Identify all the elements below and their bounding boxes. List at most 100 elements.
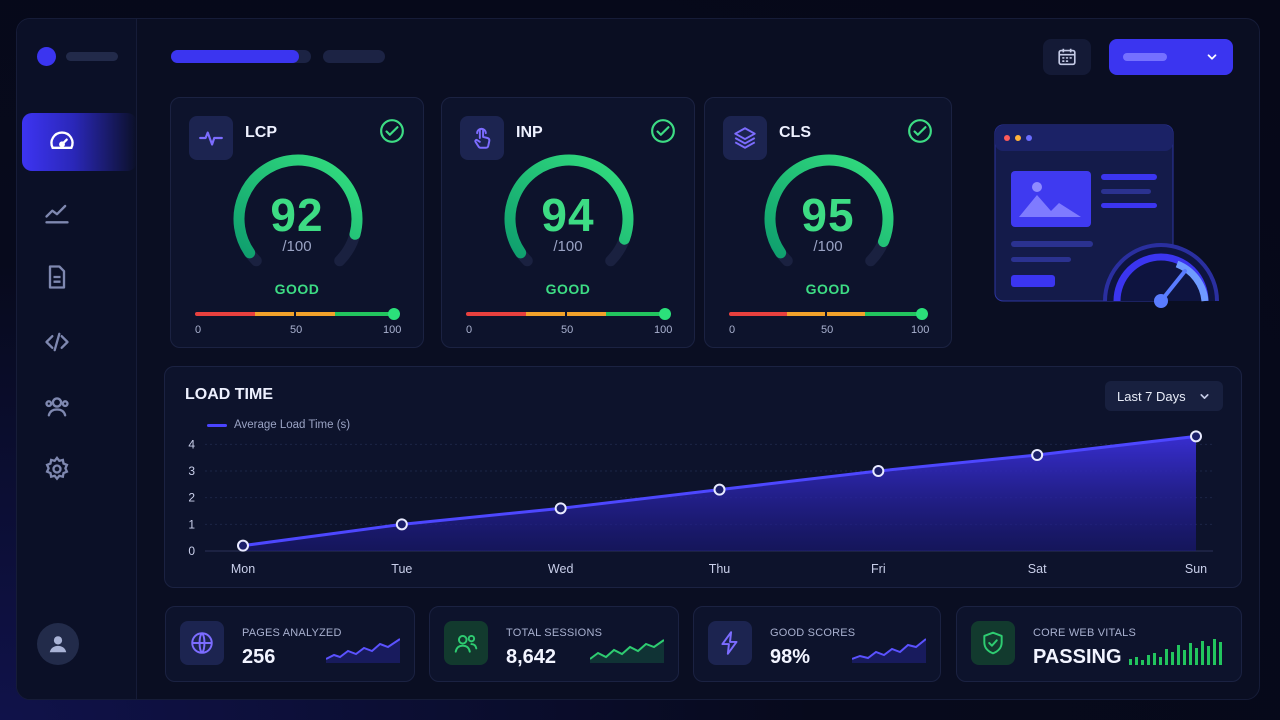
scale-tick: 0 — [195, 324, 202, 336]
sparkline — [590, 639, 664, 663]
sidebar — [17, 19, 137, 699]
vital-card-inp: INP 94 /100 GOOD 0 50 100 — [441, 97, 695, 348]
gauge-icon — [50, 131, 74, 149]
globe-icon — [191, 632, 213, 654]
data-point[interactable] — [1031, 449, 1044, 461]
date-range-dropdown[interactable]: Last 7 Days — [1105, 381, 1223, 411]
stat-value: 98% — [770, 646, 811, 668]
vital-name: CLS — [779, 124, 811, 141]
calendar-button[interactable] — [1043, 39, 1091, 75]
stat-value: 8,642 — [506, 646, 557, 668]
sidebar-item-settings[interactable] — [17, 440, 137, 498]
x-tick-label: Wed — [548, 562, 574, 576]
stat-value: 256 — [242, 646, 276, 668]
stat-label: GOOD SCORES — [770, 627, 856, 639]
users-icon — [45, 397, 69, 417]
legend-label: Average Load Time (s) — [234, 419, 351, 431]
data-point[interactable] — [237, 539, 249, 552]
vital-card-cls: CLS 95 /100 GOOD 0 50 100 — [704, 97, 952, 348]
stat-icon-box — [971, 621, 1015, 665]
check-circle-icon — [380, 119, 404, 143]
vital-score-max: /100 — [813, 238, 843, 255]
vital-icon-box — [460, 116, 504, 160]
date-range-label: Last 7 Days — [1117, 388, 1186, 404]
scale-tick: 100 — [654, 324, 673, 336]
x-tick-label: Tue — [391, 562, 412, 576]
sidebar-item-reports[interactable] — [17, 248, 137, 306]
x-tick-label: Sat — [1028, 562, 1047, 576]
threshold-scale — [466, 308, 671, 320]
chevron-down-icon — [1207, 54, 1217, 60]
scale-tick: 100 — [911, 324, 930, 336]
scale-marker — [916, 308, 928, 320]
document-icon — [48, 265, 66, 289]
x-tick-label: Thu — [709, 562, 731, 576]
stat-card-good-scores: GOOD SCORES 98% — [693, 606, 941, 682]
pulse-icon — [199, 131, 223, 146]
x-tick-label: Fri — [871, 562, 886, 576]
lightning-icon — [721, 631, 738, 655]
data-point[interactable] — [554, 502, 567, 515]
stat-icon-box — [444, 621, 488, 665]
stat-icon-box — [180, 621, 224, 665]
scale-marker — [388, 308, 400, 320]
sidebar-item-analytics[interactable] — [17, 184, 137, 242]
sidebar-item-code[interactable] — [17, 313, 137, 371]
scale-tick: 0 — [466, 324, 473, 336]
check-circle-icon — [908, 119, 932, 143]
y-tick-label: 0 — [188, 544, 195, 558]
sidebar-item-dashboard[interactable] — [22, 113, 137, 171]
threshold-scale — [195, 308, 400, 320]
data-point[interactable] — [1190, 430, 1202, 443]
stat-icon-box — [708, 621, 752, 665]
users-icon — [454, 634, 478, 653]
data-point[interactable] — [872, 465, 885, 477]
score-gauge — [233, 154, 363, 267]
y-tick-label: 1 — [188, 517, 195, 531]
vital-icon-box — [189, 116, 233, 160]
y-tick-label: 2 — [188, 491, 195, 505]
data-point[interactable] — [395, 518, 408, 531]
chevron-down-icon — [1200, 393, 1209, 399]
vital-name: INP — [516, 124, 543, 141]
vital-score: 94 — [541, 189, 595, 241]
vital-score-max: /100 — [282, 238, 312, 255]
tap-icon — [474, 127, 491, 149]
scale-tick: 100 — [383, 324, 402, 336]
load-time-chart: 0 1 2 3 4 Mon Tue Wed Thu Fri Sat Sun — [188, 430, 1213, 576]
dropdown-value-placeholder — [1123, 53, 1167, 61]
progress-placeholder — [171, 50, 311, 63]
vital-score-max: /100 — [553, 238, 583, 255]
code-icon — [45, 332, 69, 352]
shield-check-icon — [983, 631, 1003, 655]
scale-tick: 50 — [561, 324, 574, 336]
vital-name: LCP — [245, 124, 277, 141]
line-chart-icon — [45, 204, 69, 224]
vital-card-lcp: LCP 92 /100 GOOD 0 50 100 — [170, 97, 424, 348]
score-gauge — [504, 154, 634, 267]
scale-tick: 0 — [729, 324, 736, 336]
vital-status: GOOD — [805, 281, 851, 297]
x-tick-label: Sun — [1185, 562, 1207, 576]
gauge-fill — [233, 154, 363, 259]
vital-icon-box — [723, 116, 767, 160]
gear-icon — [45, 456, 69, 481]
logo — [37, 47, 56, 66]
score-gauge — [764, 154, 894, 267]
dashboard-window: LCP 92 /100 GOOD 0 50 100 INP 94 /100 GO… — [16, 18, 1260, 700]
sidebar-item-users[interactable] — [17, 377, 137, 435]
stat-card-pages: PAGES ANALYZED 256 — [165, 606, 415, 682]
breadcrumb-placeholder — [323, 50, 385, 63]
layers-icon — [734, 127, 756, 149]
legend-swatch — [207, 423, 227, 427]
site-select-dropdown[interactable] — [1109, 39, 1233, 75]
scale-tick: 50 — [821, 324, 834, 336]
x-tick-label: Mon — [231, 562, 255, 576]
stat-card-core-web-vitals: CORE WEB VITALS PASSING — [956, 606, 1242, 682]
bar-sparkline — [1129, 639, 1222, 665]
y-tick-label: 4 — [188, 437, 195, 451]
user-avatar[interactable] — [37, 623, 79, 665]
data-point[interactable] — [713, 483, 726, 496]
check-circle-icon — [651, 119, 675, 143]
stat-label: CORE WEB VITALS — [1033, 627, 1137, 639]
